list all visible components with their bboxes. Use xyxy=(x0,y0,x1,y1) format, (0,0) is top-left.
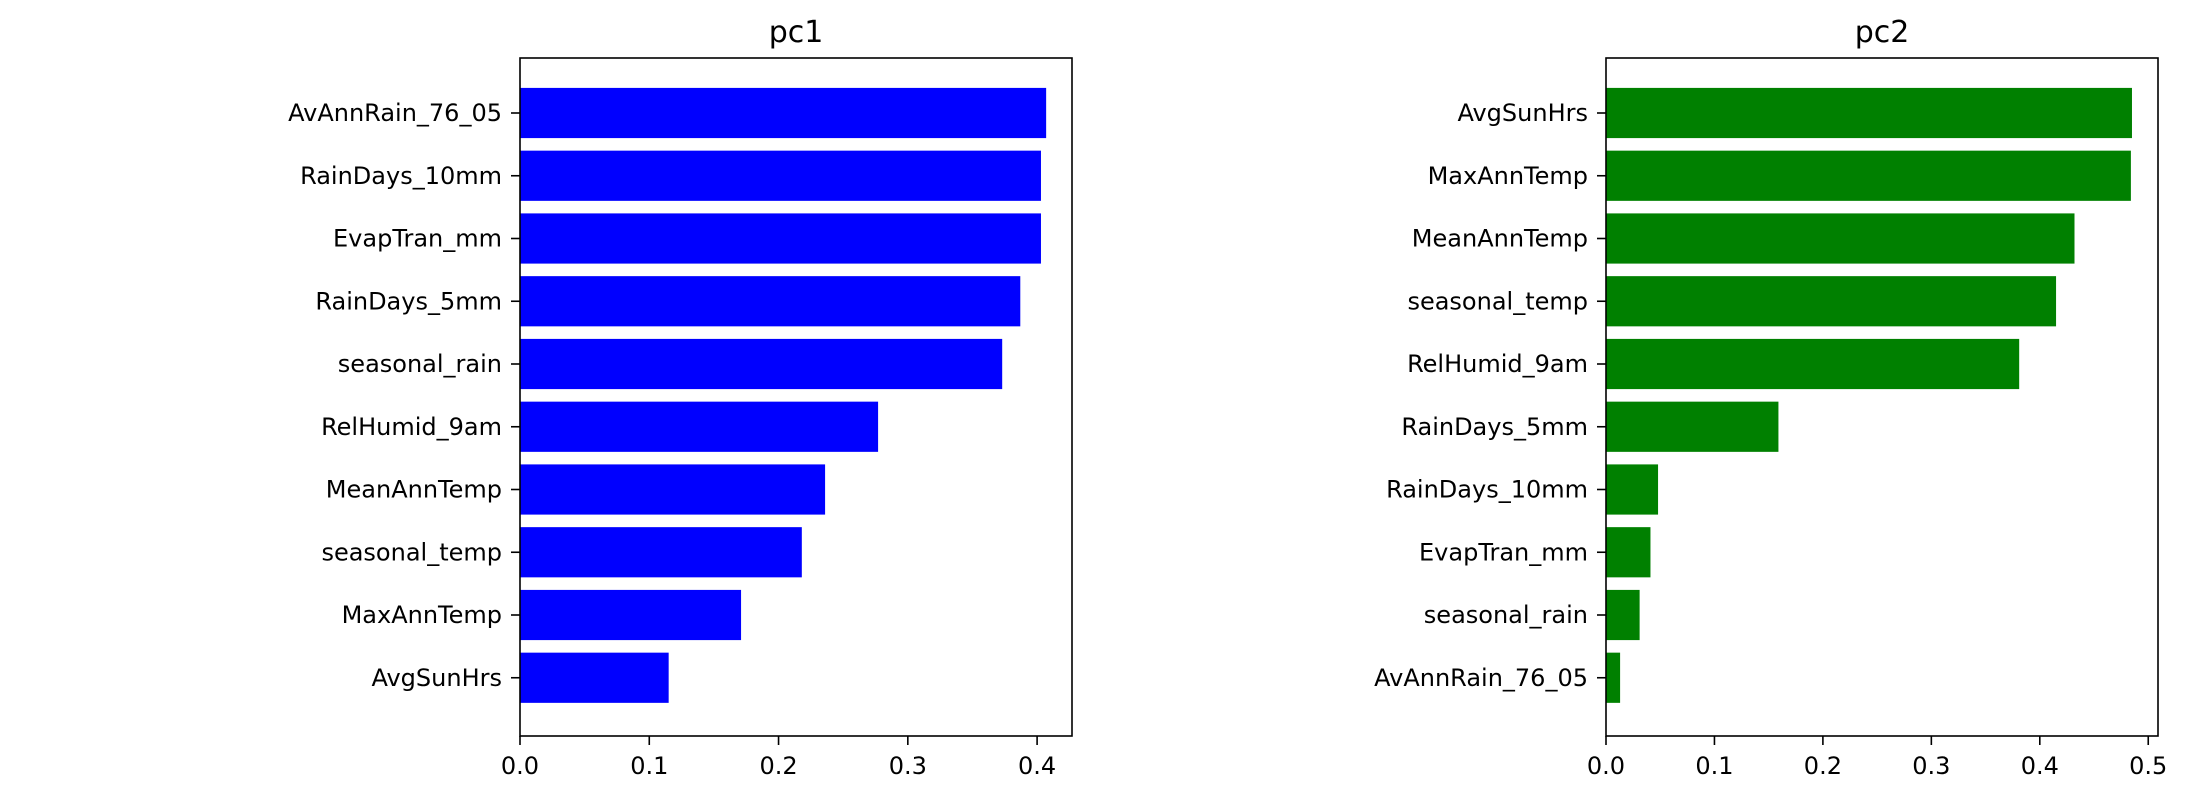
x-tick-label: 0.4 xyxy=(1018,752,1056,780)
bar-MeanAnnTemp xyxy=(1606,213,2075,264)
bar-RainDays_5mm xyxy=(1606,401,1779,452)
x-tick-label: 0.3 xyxy=(889,752,927,780)
bar-seasonal_rain xyxy=(1606,589,1640,641)
chart-title: pc2 xyxy=(1855,15,1910,50)
y-tick-label: RainDays_5mm xyxy=(315,287,502,315)
y-tick-label: seasonal_temp xyxy=(1407,287,1588,315)
y-tick-label: AvgSunHrs xyxy=(371,664,502,692)
y-tick-label: EvapTran_mm xyxy=(333,225,502,253)
chart-title: pc1 xyxy=(769,15,824,50)
x-tick-label: 0.3 xyxy=(1912,752,1950,780)
y-tick-label: EvapTran_mm xyxy=(1419,538,1588,566)
bar-RainDays_10mm xyxy=(520,150,1041,201)
y-tick-label: seasonal_rain xyxy=(1424,601,1588,629)
y-tick-label: seasonal_temp xyxy=(321,538,502,566)
bar-seasonal_temp xyxy=(1606,276,2057,327)
x-tick-label: 0.4 xyxy=(2021,752,2059,780)
bar-AvAnnRain_76_05 xyxy=(520,87,1047,139)
bar-MaxAnnTemp xyxy=(1606,150,2131,201)
x-tick-label: 0.1 xyxy=(1695,752,1733,780)
bar-seasonal_temp xyxy=(520,527,802,578)
bar-AvgSunHrs xyxy=(520,652,669,703)
x-tick-label: 0.0 xyxy=(1587,752,1625,780)
y-tick-label: RainDays_5mm xyxy=(1401,413,1588,441)
bar-MeanAnnTemp xyxy=(520,464,826,515)
y-tick-label: AvgSunHrs xyxy=(1457,99,1588,127)
x-tick-label: 0.5 xyxy=(2129,752,2167,780)
y-tick-label: MeanAnnTemp xyxy=(326,476,502,504)
y-tick-label: RainDays_10mm xyxy=(300,162,502,190)
y-tick-label: RainDays_10mm xyxy=(1386,476,1588,504)
chart-panel-1: AvAnnRain_76_05 RainDays_10mm EvapTran_mm R… xyxy=(288,15,1073,780)
bar-MaxAnnTemp xyxy=(520,589,742,641)
axes-frame xyxy=(519,57,1073,737)
y-tick-label: MeanAnnTemp xyxy=(1412,225,1588,253)
axes-frame xyxy=(1605,57,2159,737)
y-tick-label: RelHumid_9am xyxy=(321,413,502,441)
x-tick-label: 0.1 xyxy=(630,752,668,780)
bar-seasonal_rain xyxy=(520,338,1003,390)
y-tick-label: AvAnnRain_76_05 xyxy=(288,99,502,127)
x-tick-label: 0.2 xyxy=(759,752,797,780)
y-tick-label: AvAnnRain_76_05 xyxy=(1374,664,1588,692)
y-tick-label: seasonal_rain xyxy=(338,350,502,378)
y-tick-label: MaxAnnTemp xyxy=(1428,162,1588,190)
chart-panel-2: AvgSunHrs MaxAnnTemp MeanAnnTemp seasonal_t… xyxy=(1374,15,2167,780)
x-tick-label: 0.2 xyxy=(1804,752,1842,780)
bar-RainDays_10mm xyxy=(1606,464,1659,515)
bar-AvAnnRain_76_05 xyxy=(1606,652,1621,703)
bar-EvapTran_mm xyxy=(1606,527,1651,578)
x-tick-label: 0.0 xyxy=(501,752,539,780)
bar-RelHumid_9am xyxy=(1606,338,2020,390)
bar-RelHumid_9am xyxy=(520,401,879,452)
y-tick-label: RelHumid_9am xyxy=(1407,350,1588,378)
bar-RainDays_5mm xyxy=(520,276,1021,327)
bar-EvapTran_mm xyxy=(520,213,1041,264)
y-tick-label: MaxAnnTemp xyxy=(342,601,502,629)
bar-AvgSunHrs xyxy=(1606,87,2132,139)
